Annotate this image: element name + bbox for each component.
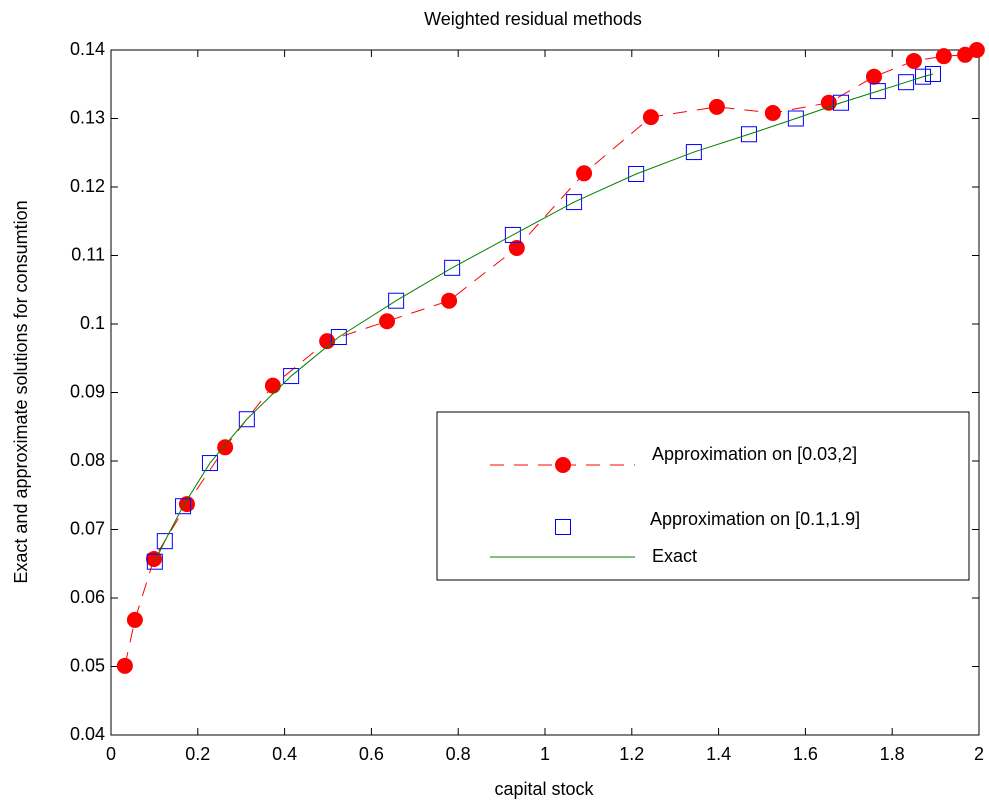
data-point	[283, 368, 300, 385]
y-tick-label: 0.04	[70, 724, 105, 744]
x-tick-label: 1.2	[619, 744, 644, 764]
legend-label: Approximation on [0.03,2]	[652, 444, 857, 464]
legend-marker	[555, 457, 571, 473]
legend-marker	[555, 519, 571, 535]
x-tick-label: 1	[540, 744, 550, 764]
y-tick-label: 0.12	[70, 176, 105, 196]
plot-area	[110, 49, 980, 736]
data-point	[217, 439, 234, 456]
data-point	[238, 411, 255, 428]
data-point	[576, 165, 593, 182]
legend-box	[436, 411, 970, 581]
data-point	[787, 110, 804, 127]
x-axis-label: capital stock	[494, 779, 594, 799]
x-tick-label: 1.4	[706, 744, 731, 764]
legend-label: Approximation on [0.1,1.9]	[650, 509, 860, 529]
x-tick-label: 0.8	[446, 744, 471, 764]
data-point	[685, 144, 702, 161]
x-tick-label: 0	[106, 744, 116, 764]
x-tick-label: 2	[974, 744, 984, 764]
x-tick-label: 0.2	[185, 744, 210, 764]
x-tick-label: 0.4	[272, 744, 297, 764]
y-tick-label: 0.14	[70, 39, 105, 59]
y-tick-label: 0.06	[70, 587, 105, 607]
data-point	[201, 455, 218, 472]
x-tick-label: 0.6	[359, 744, 384, 764]
y-tick-label: 0.09	[70, 381, 105, 401]
data-point	[441, 292, 458, 309]
y-tick-label: 0.07	[70, 518, 105, 538]
y-tick-label: 0.1	[80, 313, 105, 333]
data-point	[708, 98, 725, 115]
data-point	[764, 105, 781, 122]
data-point	[869, 83, 886, 100]
y-tick-label: 0.05	[70, 655, 105, 675]
data-point	[444, 259, 461, 276]
data-point	[508, 239, 525, 256]
y-axis-label: Exact and approximate solutions for cons…	[11, 200, 31, 583]
series-line	[154, 73, 934, 562]
data-point	[865, 68, 882, 85]
data-point	[935, 48, 952, 65]
data-point	[566, 194, 583, 211]
data-point	[820, 94, 837, 111]
data-point	[642, 109, 659, 126]
data-point	[388, 292, 405, 309]
data-point	[504, 226, 521, 243]
data-point	[156, 533, 173, 550]
y-tick-label: 0.13	[70, 107, 105, 127]
data-point	[968, 42, 985, 58]
y-tick-label: 0.08	[70, 450, 105, 470]
data-point	[379, 313, 396, 330]
data-point	[915, 68, 932, 85]
x-tick-label: 1.6	[793, 744, 818, 764]
data-point	[126, 611, 143, 628]
data-point	[264, 377, 281, 394]
legend-label: Exact	[652, 546, 697, 566]
data-point	[330, 329, 347, 346]
chart-title: Weighted residual methods	[424, 9, 642, 29]
data-point	[740, 126, 757, 143]
x-tick-label: 1.8	[880, 744, 905, 764]
data-point	[832, 94, 849, 111]
y-tick-label: 0.11	[71, 244, 105, 264]
data-point	[924, 65, 941, 82]
data-point	[905, 52, 922, 69]
data-point	[628, 165, 645, 182]
data-point	[898, 74, 915, 91]
data-point	[116, 657, 133, 674]
data-point	[175, 498, 192, 515]
data-point	[146, 553, 163, 570]
